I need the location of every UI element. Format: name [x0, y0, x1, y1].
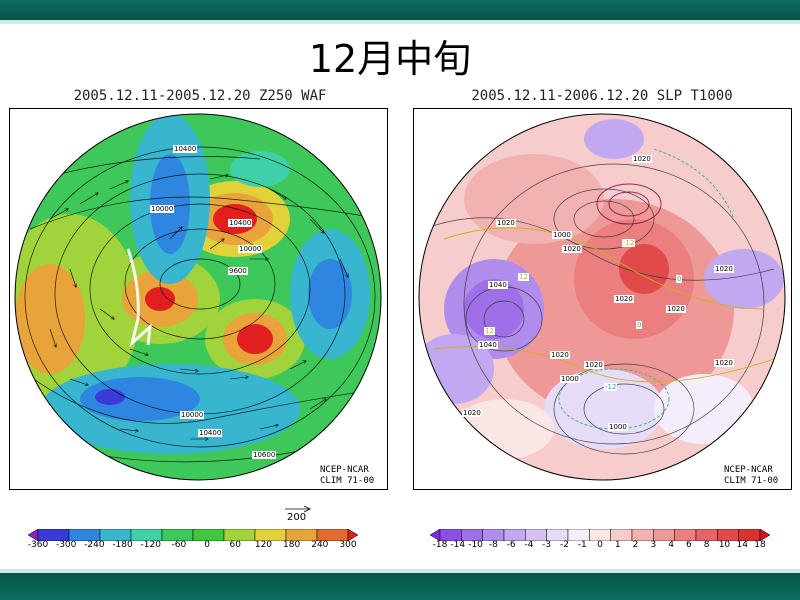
colorbar-tick-label: 10 — [718, 540, 731, 550]
reference-vector-label: 200 — [287, 512, 307, 523]
right-map-title: 2005.12.11-2006.12.20 SLP T1000 — [471, 88, 733, 104]
colorbar-tick-label: 4 — [668, 540, 674, 550]
left-map-frame: 10400 10000 10400 10000 9600 10000 10400… — [9, 108, 388, 490]
left-contour-label: 10400 — [228, 219, 253, 227]
top-band-line — [0, 20, 800, 24]
right-contour-label: 1000 — [560, 375, 580, 383]
colorbar-tick-label: 180 — [283, 540, 301, 550]
left-contour-label: 9600 — [228, 267, 248, 275]
bottom-band-line — [0, 569, 800, 573]
left-credit-line2: CLIM 71-00 — [320, 476, 375, 486]
colorbar-tick-label: -8 — [488, 540, 498, 550]
colorbar-tick-label: 1 — [614, 540, 621, 550]
left-contour-label: 10000 — [180, 411, 205, 419]
left-colorbar — [28, 529, 358, 547]
right-contour-label: 1020 — [666, 305, 686, 313]
colorbar-tick-label: -4 — [524, 540, 534, 550]
right-colorbar-svg — [430, 529, 770, 541]
right-temp-label: 0 — [636, 321, 643, 329]
left-credit-line1: NCEP-NCAR — [320, 465, 369, 475]
left-contour-label: 10600 — [252, 451, 277, 459]
right-credit-line1: NCEP-NCAR — [724, 465, 773, 475]
right-contour-label: 1020 — [632, 155, 652, 163]
left-colorbar-svg — [28, 529, 358, 541]
right-contour-label: 1020 — [714, 359, 734, 367]
colorbar-tick-label: -240 — [84, 540, 105, 550]
colorbar-tick-label: -18 — [432, 540, 448, 550]
bottom-band — [0, 573, 800, 600]
right-map-credit: NCEP-NCAR CLIM 71-00 — [724, 465, 778, 487]
colorbar-tick-label: -180 — [112, 540, 133, 550]
colorbar-tick-label: -1 — [577, 540, 587, 550]
top-band — [0, 0, 800, 20]
colorbar-tick-label: 6 — [686, 540, 692, 550]
right-colorbar — [430, 529, 770, 547]
colorbar-tick-label: 18 — [754, 540, 766, 550]
left-contour-label: 10000 — [150, 205, 175, 213]
right-contour-label: 1020 — [614, 295, 634, 303]
colorbar-tick-label: 0 — [597, 540, 603, 550]
colorbar-tick-label: 2 — [632, 540, 639, 550]
colorbar-tick-label: -10 — [468, 540, 483, 550]
left-contour-label: 10400 — [173, 145, 198, 153]
right-contour-label: 1020 — [714, 265, 734, 273]
colorbar-tick-label: -360 — [27, 540, 49, 550]
colorbar-tick-label: -60 — [171, 540, 187, 550]
left-map-title: 2005.12.11-2005.12.20 Z250 WAF — [73, 88, 327, 104]
right-temp-label: 0 — [676, 275, 683, 283]
left-map-credit: NCEP-NCAR CLIM 71-00 — [320, 465, 374, 487]
right-contour-label: 1000 — [552, 231, 572, 239]
colorbar-tick-label: 14 — [736, 540, 748, 550]
colorbar-tick-label: 0 — [204, 540, 210, 550]
right-temp-label: 12 — [518, 273, 529, 281]
colorbar-tick-label: -14 — [450, 540, 466, 550]
right-contour-label: 1020 — [584, 361, 604, 369]
colorbar-tick-label: 240 — [311, 540, 329, 550]
colorbar-tick-label: 300 — [339, 540, 357, 550]
colorbar-tick-label: 3 — [650, 540, 657, 550]
right-map-svg — [418, 113, 786, 481]
right-contour-label: 1020 — [462, 409, 482, 417]
colorbar-tick-label: -2 — [559, 540, 569, 550]
colorbar-tick-label: 8 — [703, 540, 710, 550]
right-credit-line2: CLIM 71-00 — [724, 476, 779, 486]
colorbar-tick-label: 120 — [254, 540, 273, 550]
left-contour-label: 10400 — [198, 429, 223, 437]
right-contour-label: 1020 — [550, 351, 570, 359]
right-contour-label: 1040 — [478, 341, 498, 349]
left-contour-label: 10000 — [238, 245, 263, 253]
colorbar-tick-label: -300 — [55, 540, 77, 550]
right-temp-label: -12 — [622, 239, 636, 247]
colorbar-segment — [610, 529, 633, 541]
right-contour-label: 1000 — [608, 423, 628, 431]
right-map-frame: 1020 1020 1000 1020 1040 1020 1040 1020 … — [413, 108, 792, 490]
right-temp-label: 12 — [484, 327, 495, 335]
colorbar-tick-label: -120 — [140, 540, 161, 550]
reference-vector-arrow — [285, 505, 311, 513]
right-contour-label: 1020 — [496, 219, 516, 227]
colorbar-tick-label: -3 — [542, 540, 552, 550]
colorbar-tick-label: 60 — [229, 540, 241, 550]
colorbar-segment — [347, 529, 358, 541]
slide-title: 12月中旬 — [308, 37, 472, 81]
right-contour-label: 1020 — [562, 245, 582, 253]
colorbar-tick-label: -6 — [506, 540, 516, 550]
right-temp-label: -12 — [604, 383, 618, 391]
colorbar-segment — [759, 529, 770, 541]
right-contour-label: 1040 — [488, 281, 508, 289]
